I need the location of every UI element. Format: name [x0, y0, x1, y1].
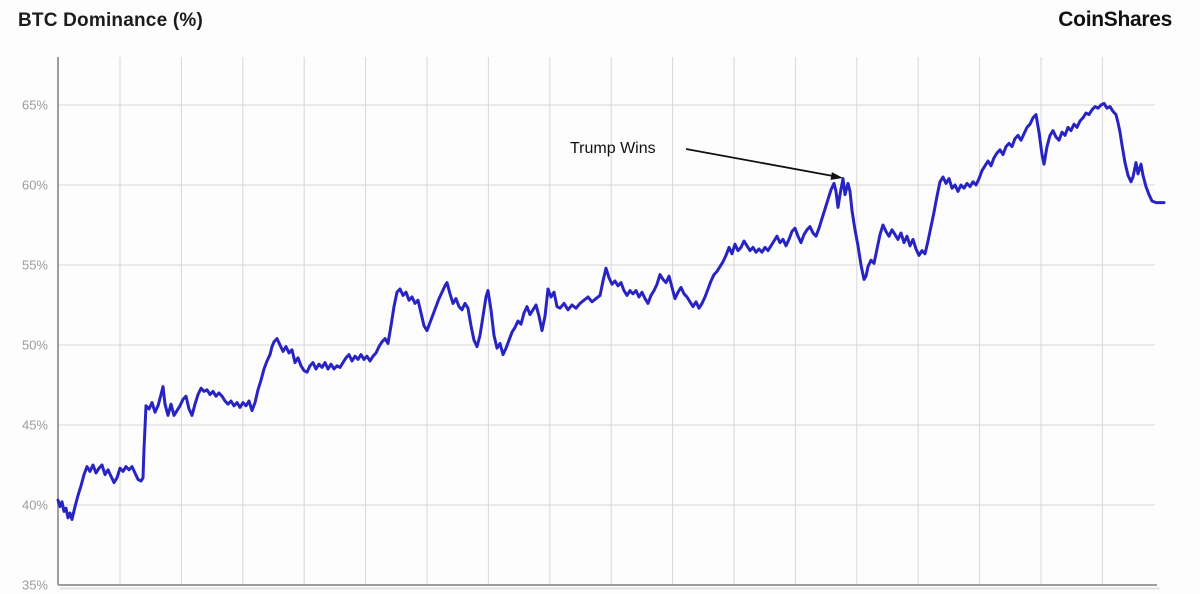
page-title: BTC Dominance (%): [18, 10, 203, 31]
y-axis-tick-label: 55%: [22, 258, 48, 273]
vertical-gridlines: [119, 57, 1103, 585]
coinshares-logo: CoinShares: [1058, 8, 1172, 31]
y-axis-tick-label: 65%: [22, 98, 48, 113]
y-axis-tick-label: 40%: [22, 498, 48, 513]
y-axis-tick-label: 45%: [22, 418, 48, 433]
y-axis-tick-label: 50%: [22, 338, 48, 353]
annotation-label: Trump Wins: [570, 140, 656, 157]
annotation-arrowhead: [830, 172, 843, 180]
y-axis-tick-label: 35%: [22, 578, 48, 593]
btc-dominance-line: [56, 101, 1166, 521]
y-axis-labels: 35% 40% 45% 50% 55% 60% 65%: [22, 98, 48, 593]
annotation-arrow-line: [685, 148, 834, 177]
y-axis-tick-label: 60%: [22, 178, 48, 193]
horizontal-gridlines: [58, 104, 1155, 506]
trump-wins-annotation: Trump Wins: [570, 140, 843, 180]
